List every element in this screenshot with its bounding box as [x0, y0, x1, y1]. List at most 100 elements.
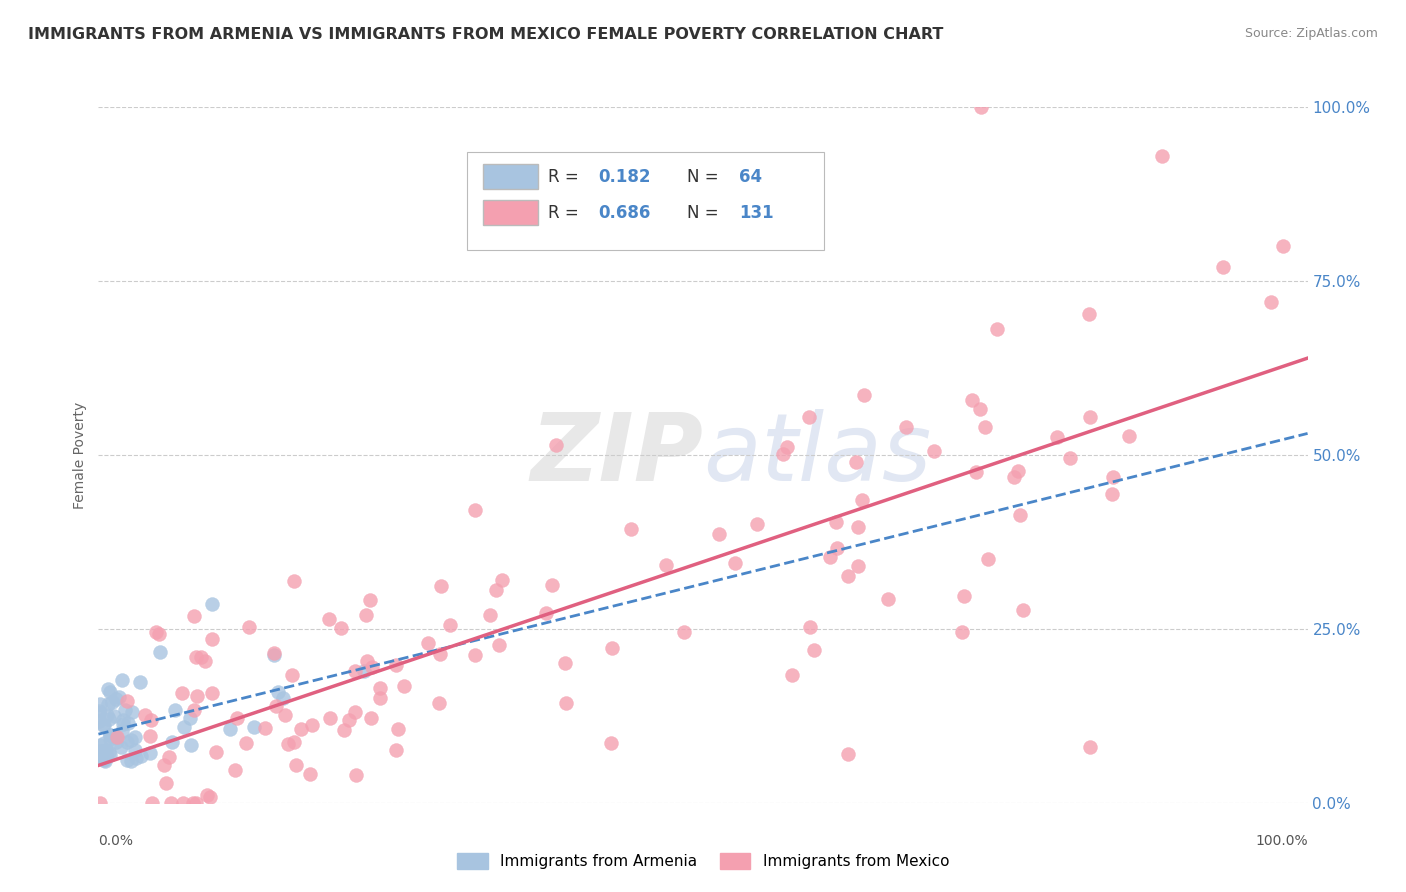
- Point: [115, 694, 138, 708]
- Point: [970, 100, 993, 114]
- Text: N =: N =: [686, 203, 724, 222]
- Point: [120, 754, 142, 768]
- Point: [776, 441, 799, 455]
- Point: [181, 796, 204, 810]
- Point: [96, 707, 118, 722]
- Point: [359, 593, 381, 607]
- Point: [368, 691, 391, 706]
- Point: [387, 722, 409, 736]
- Text: 0.182: 0.182: [599, 168, 651, 186]
- Point: [111, 723, 134, 738]
- Point: [139, 746, 162, 760]
- Point: [977, 551, 1000, 566]
- Point: [160, 735, 183, 749]
- Point: [797, 409, 820, 424]
- Point: [707, 526, 730, 541]
- Legend: Immigrants from Armenia, Immigrants from Mexico: Immigrants from Armenia, Immigrants from…: [451, 847, 955, 875]
- FancyBboxPatch shape: [482, 164, 538, 189]
- Y-axis label: Female Poverty: Female Poverty: [73, 401, 87, 508]
- Point: [98, 728, 121, 742]
- Point: [273, 691, 295, 706]
- Point: [98, 747, 121, 762]
- Point: [98, 728, 121, 742]
- Point: [848, 520, 870, 534]
- Point: [950, 625, 973, 640]
- Point: [89, 739, 111, 753]
- Point: [360, 711, 382, 725]
- Point: [225, 711, 247, 725]
- Point: [673, 624, 696, 639]
- Point: [1078, 307, 1101, 321]
- Point: [1152, 149, 1174, 163]
- Point: [353, 665, 375, 679]
- Point: [117, 753, 139, 767]
- Point: [183, 609, 205, 624]
- Point: [157, 750, 180, 764]
- Point: [105, 731, 128, 745]
- Point: [108, 690, 131, 705]
- Point: [1080, 409, 1102, 424]
- Point: [98, 731, 121, 746]
- Point: [103, 731, 125, 745]
- Point: [541, 578, 564, 592]
- Point: [1011, 603, 1033, 617]
- Point: [782, 667, 804, 681]
- Point: [103, 709, 125, 723]
- Point: [97, 697, 120, 711]
- Text: 64: 64: [738, 168, 762, 186]
- Point: [141, 796, 163, 810]
- Point: [439, 618, 461, 632]
- Point: [263, 646, 285, 660]
- Point: [845, 455, 868, 469]
- FancyBboxPatch shape: [467, 153, 824, 250]
- Point: [464, 648, 486, 663]
- Point: [184, 650, 207, 665]
- Point: [969, 402, 991, 417]
- Point: [1046, 430, 1069, 444]
- Point: [1002, 469, 1025, 483]
- Point: [264, 698, 287, 713]
- Point: [877, 591, 900, 606]
- Point: [90, 746, 112, 760]
- Point: [283, 574, 305, 588]
- Point: [198, 790, 221, 805]
- Point: [478, 608, 501, 623]
- Text: atlas: atlas: [703, 409, 931, 500]
- Point: [101, 695, 124, 709]
- Point: [114, 703, 136, 717]
- Point: [96, 682, 118, 697]
- Point: [333, 723, 356, 737]
- Point: [160, 796, 183, 810]
- Point: [148, 626, 170, 640]
- Point: [97, 745, 120, 759]
- Point: [235, 736, 257, 750]
- Point: [354, 607, 377, 622]
- Point: [195, 788, 218, 802]
- Point: [87, 714, 110, 729]
- Point: [974, 420, 997, 434]
- Point: [620, 522, 643, 536]
- Point: [112, 714, 135, 728]
- Point: [429, 579, 451, 593]
- Point: [1272, 239, 1295, 253]
- Point: [544, 438, 567, 452]
- Point: [172, 686, 194, 700]
- Point: [301, 718, 323, 732]
- Point: [125, 751, 148, 765]
- Point: [277, 737, 299, 751]
- Text: IMMIGRANTS FROM ARMENIA VS IMMIGRANTS FROM MEXICO FEMALE POVERTY CORRELATION CHA: IMMIGRANTS FROM ARMENIA VS IMMIGRANTS FR…: [28, 27, 943, 42]
- Point: [104, 735, 127, 749]
- Point: [416, 636, 439, 650]
- Point: [894, 420, 917, 434]
- Point: [281, 667, 304, 681]
- Point: [330, 621, 353, 635]
- Text: N =: N =: [686, 168, 724, 186]
- Point: [488, 638, 510, 652]
- Point: [180, 738, 202, 752]
- Point: [298, 767, 321, 781]
- Point: [87, 704, 110, 718]
- Point: [1118, 429, 1140, 443]
- Point: [117, 716, 139, 731]
- Point: [124, 730, 146, 744]
- Point: [1007, 464, 1029, 478]
